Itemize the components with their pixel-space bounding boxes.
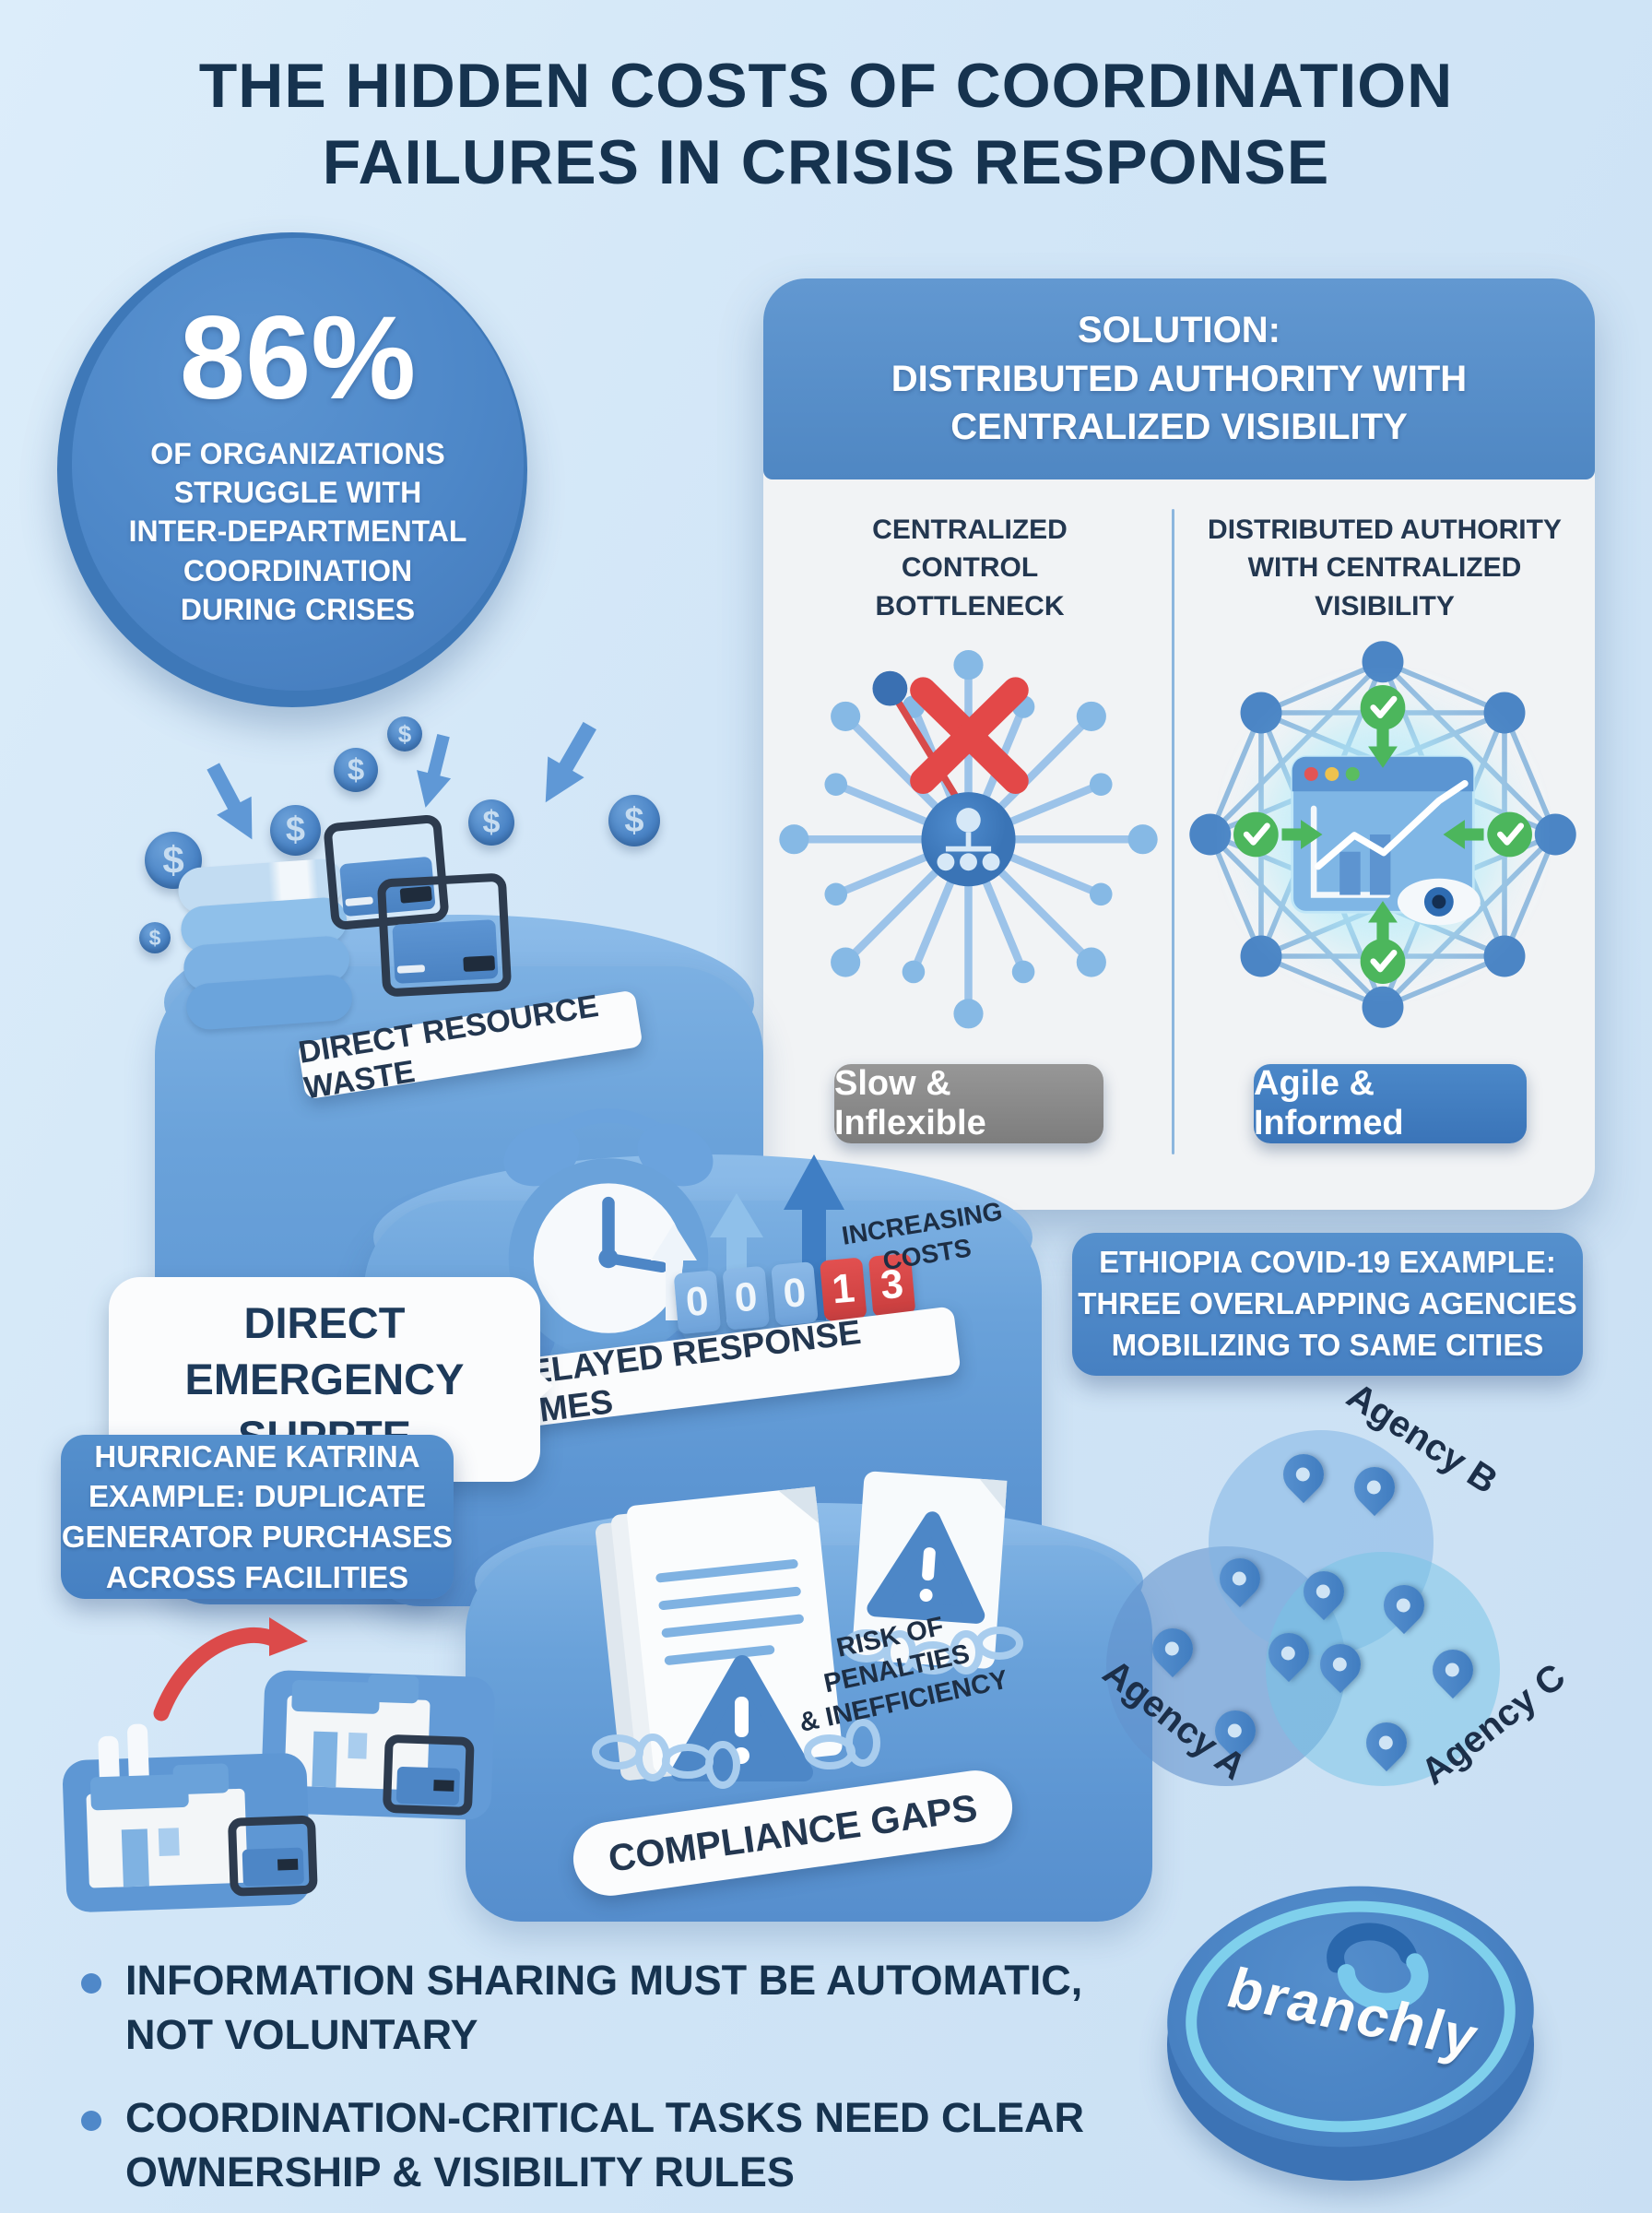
dollar-coin: $ [270,805,321,856]
title-line-1: THE HIDDEN COSTS OF COORDINATION [198,51,1454,121]
generator-icon [228,1816,318,1897]
stat-badge-face: 86% OF ORGANIZATIONS STRUGGLE WITH INTER… [72,238,524,691]
blocked-node [872,670,908,706]
chain-icon [592,1627,1023,1789]
katrina-example-box: HURRICANE KATRINA EXAMPLE: DUPLICATE GEN… [61,1435,454,1599]
page-title: THE HIDDEN COSTS OF COORDINATION FAILURE… [0,48,1652,201]
dollar-coin: $ [145,832,202,889]
ethiopia-example-box: ETHIOPIA COVID-19 EXAMPLE: THREE OVERLAP… [1072,1233,1583,1376]
agile-informed-badge: Agile & Informed [1254,1064,1527,1143]
centralized-bottleneck-diagram [779,650,1158,1029]
generator-icon [383,1734,475,1816]
right-column-title: DISTRIBUTED AUTHORITY WITH CENTRALIZED V… [1208,515,1562,621]
dollar-coin: $ [139,922,171,953]
takeaway-item: COORDINATION-CRITICAL TASKS NEED CLEAR O… [81,2090,1084,2200]
duplicate-arrow-icon [153,1617,308,1722]
bullet-dot [81,2110,101,2131]
title-line-2: FAILURES IN CRISIS RESPONSE [322,126,1330,197]
org-chart-icon [937,808,1000,871]
slow-inflexible-badge: Slow & Inflexible [834,1064,1103,1143]
compliance-documents [592,1471,1023,1789]
warning-document [852,1471,1008,1669]
dollar-coin: $ [468,799,514,846]
down-arrow-icon [417,733,452,808]
stat-badge: 86% OF ORGANIZATIONS STRUGGLE WITH INTER… [57,232,527,707]
takeaways-list: INFORMATION SHARING MUST BE AUTOMATIC, N… [81,1953,1084,2200]
left-column-title: CENTRALIZED CONTROL BOTTLENECK [872,515,1068,621]
takeaway-item: INFORMATION SHARING MUST BE AUTOMATIC, N… [81,1953,1084,2063]
facility-platform [261,1670,495,1820]
column-divider [1172,509,1174,1154]
eye-icon [1397,878,1481,926]
blanket-stack [176,857,354,1032]
duplicate-facilities-scene [63,1617,495,1912]
generator-icon [376,872,513,998]
warning-triangle-icon [671,1655,813,1781]
solution-panel-header: SOLUTION: DISTRIBUTED AUTHORITY WITH CEN… [763,278,1595,479]
bullet-dot [81,1973,101,1994]
branchly-swirl-icon [1327,1923,1429,2011]
red-x-icon [910,677,1029,795]
visibility-dashboard-icon [1291,755,1481,926]
solution-panel: SOLUTION: DISTRIBUTED AUTHORITY WITH CEN… [763,278,1595,1210]
down-arrow-icon [545,721,596,803]
blocked-link [893,696,962,804]
dollar-coin: $ [608,795,660,846]
facility-platform [63,1723,318,1912]
stat-value: 86% [179,291,417,424]
network-nodes [1189,641,1576,1028]
distributed-visibility-diagram [1189,641,1576,1028]
down-arrow-icon [206,763,253,840]
dollar-coin: $ [387,716,422,751]
dollar-coin: $ [334,748,378,792]
